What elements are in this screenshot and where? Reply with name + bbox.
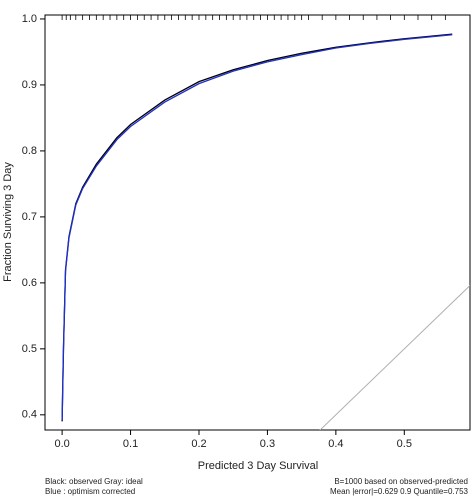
note: Black: observed Gray: ideal: [45, 477, 143, 486]
y-tick-label: 0.5: [22, 343, 37, 355]
y-tick-label: 0.9: [22, 79, 37, 91]
x-tick-label: 0.2: [191, 438, 206, 450]
note: Mean |error|=0.629 0.9 Quantile=0.753: [330, 487, 469, 496]
x-tick-label: 0.4: [328, 438, 343, 450]
y-tick-label: 0.4: [22, 409, 37, 421]
y-tick-label: 0.8: [22, 145, 37, 157]
plot-box: [44, 14, 471, 431]
y-tick-label: 0.7: [22, 211, 37, 223]
x-tick-label: 0.3: [260, 438, 275, 450]
series-line: [61, 33, 453, 422]
series-line: [61, 34, 453, 421]
x-tick-label: 0.1: [123, 438, 138, 450]
note: B=1000 based on observed-predicted: [334, 477, 468, 486]
note: Blue : optimism corrected: [45, 487, 135, 496]
y-tick-label: 1.0: [22, 13, 37, 25]
y-axis-label: Fraction Surviving 3 Day: [2, 162, 14, 282]
y-tick-label: 0.6: [22, 277, 37, 289]
x-tick-label: 0.5: [397, 438, 412, 450]
series-line: [319, 285, 470, 430]
x-tick-label: 0.0: [54, 438, 69, 450]
x-axis-label: Predicted 3 Day Survival: [198, 460, 318, 472]
